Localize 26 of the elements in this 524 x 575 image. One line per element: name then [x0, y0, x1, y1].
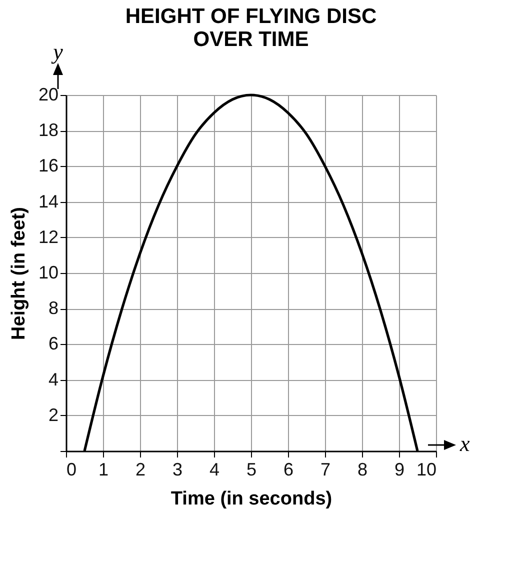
- x-tick-label: 10: [416, 460, 436, 480]
- y-tick-label: 18: [38, 120, 58, 140]
- x-axis-title: Time (in seconds): [170, 488, 332, 510]
- x-tick-label: 0: [66, 460, 77, 480]
- y-tick-label: 8: [48, 298, 58, 318]
- x-tick-label: 7: [320, 460, 331, 480]
- y-tick-label: 2: [48, 404, 58, 425]
- text: y: [51, 39, 64, 64]
- text: x: [459, 431, 470, 456]
- y-tick-label: 4: [48, 369, 58, 390]
- chart-title: HEIGHT OF FLYING DISC OVER TIME: [125, 5, 377, 51]
- y-tick-label: 10: [38, 262, 58, 282]
- y-tick-label: 16: [38, 156, 58, 176]
- x-tick-label: 8: [357, 460, 368, 480]
- y-axis-title: Height (in feet): [8, 207, 30, 340]
- y-tick-label: 6: [48, 334, 58, 354]
- x-tick-label: 4: [209, 460, 220, 480]
- y-tick-label: 12: [38, 226, 58, 247]
- x-tick-label: 1: [98, 460, 109, 480]
- x-tick-label: 9: [394, 460, 405, 480]
- y-tick-label: 14: [38, 191, 58, 212]
- x-tick-label: 3: [172, 460, 183, 480]
- y-tick-label: 20: [38, 84, 58, 104]
- x-tick-label: 5: [246, 460, 257, 480]
- x-tick-label: 2: [135, 460, 146, 480]
- x-tick-label: 6: [283, 460, 294, 480]
